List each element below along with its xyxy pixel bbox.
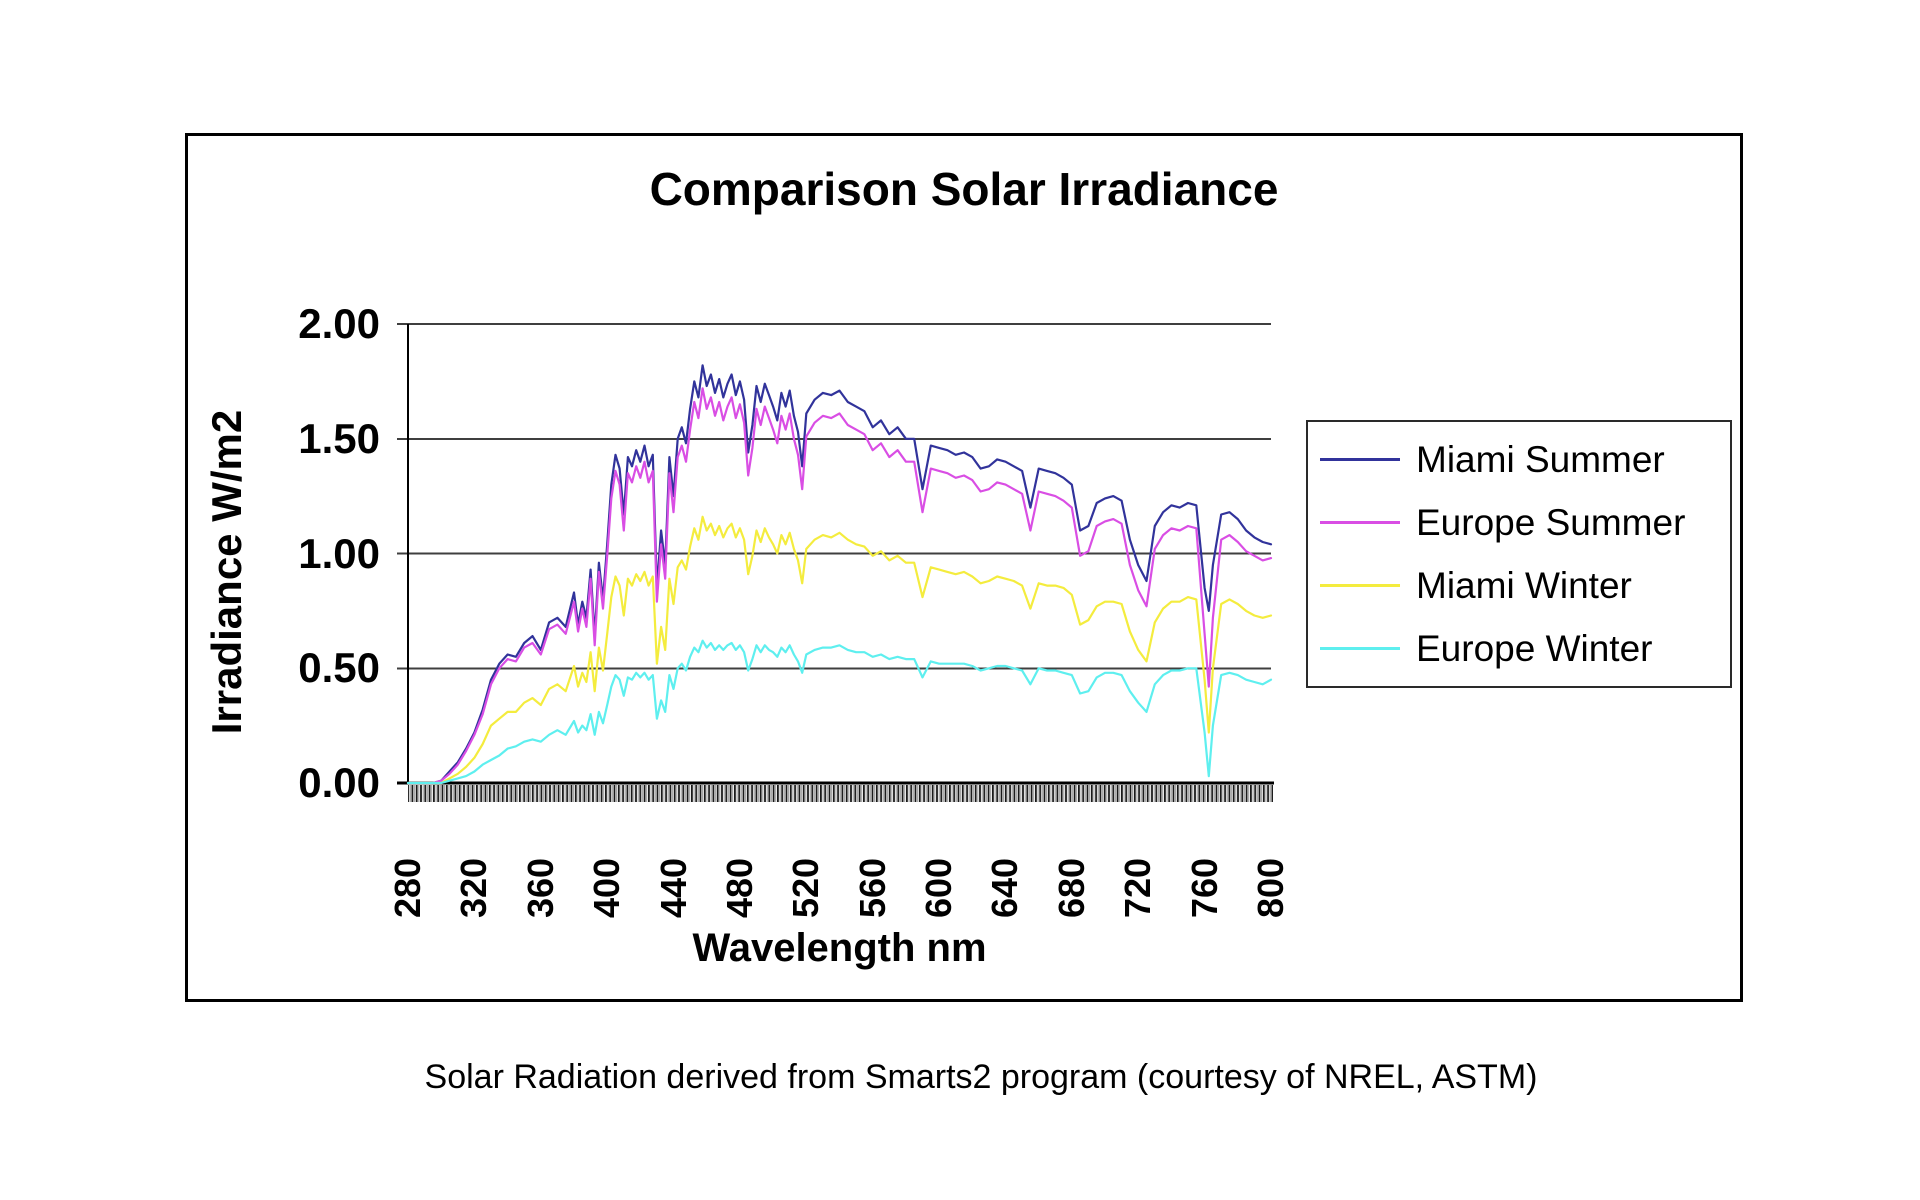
legend-item-miami-summer: Miami Summer xyxy=(1308,439,1730,481)
x-tick-label-560: 560 xyxy=(851,857,893,919)
x-tick-label-280: 280 xyxy=(387,857,428,919)
x-tick-label-320: 320 xyxy=(453,857,495,919)
x-tick-label-600: 600 xyxy=(918,857,960,919)
x-tick-label-680: 680 xyxy=(1050,857,1092,919)
legend-label: Miami Summer xyxy=(1416,438,1665,480)
legend-item-miami-winter: Miami Winter xyxy=(1308,565,1730,607)
x-tick-label-480: 480 xyxy=(718,857,760,919)
x-axis-tick-band xyxy=(408,785,1273,802)
plot-area xyxy=(397,323,1274,802)
chart-title: Comparison Solar Irradiance xyxy=(649,163,1279,215)
y-tick-label-1.00: 1.00 xyxy=(298,529,380,577)
y-tick-label-1.50: 1.50 xyxy=(298,414,380,462)
x-tick-label-640: 640 xyxy=(984,857,1026,919)
x-tick-label-760: 760 xyxy=(1183,857,1225,919)
x-tick-label-360: 360 xyxy=(519,857,561,919)
legend-item-europe-winter: Europe Winter xyxy=(1308,628,1730,670)
chart-caption: Solar Radiation derived from Smarts2 pro… xyxy=(424,1058,1538,1096)
axes xyxy=(397,324,1274,802)
legend-label: Europe Summer xyxy=(1416,501,1686,543)
y-tick-label-2.00: 2.00 xyxy=(298,300,380,347)
x-tick-label-400: 400 xyxy=(586,857,628,919)
chart-frame: Comparison Solar Irradiance Irradiance W… xyxy=(185,133,1743,1002)
series-lines xyxy=(406,364,1273,785)
legend: Miami Summer Europe Summer Miami Winter … xyxy=(1306,420,1732,688)
x-tick-label-520: 520 xyxy=(785,857,827,919)
legend-item-europe-summer: Europe Summer xyxy=(1308,502,1730,544)
y-tick-label-0.50: 0.50 xyxy=(298,644,380,692)
series-line-miami-summer xyxy=(406,364,1273,785)
legend-label: Europe Winter xyxy=(1416,627,1653,669)
europe-summer-line-swatch xyxy=(1320,521,1400,524)
miami-summer-line-swatch xyxy=(1320,458,1400,461)
series-line-miami-winter xyxy=(406,515,1273,785)
series-line-europe-winter xyxy=(406,639,1273,785)
gridlines xyxy=(397,323,1271,670)
miami-winter-line-swatch xyxy=(1320,584,1400,587)
x-tick-label-800: 800 xyxy=(1250,857,1291,919)
x-tick-label-720: 720 xyxy=(1117,857,1159,919)
europe-winter-line-swatch xyxy=(1320,647,1400,650)
legend-label: Miami Winter xyxy=(1416,564,1632,606)
series-line-europe-summer xyxy=(406,387,1273,785)
y-tick-label-0.00: 0.00 xyxy=(298,759,380,806)
x-tick-label-440: 440 xyxy=(652,857,694,919)
x-axis-title: Wavelength nm xyxy=(692,926,987,970)
